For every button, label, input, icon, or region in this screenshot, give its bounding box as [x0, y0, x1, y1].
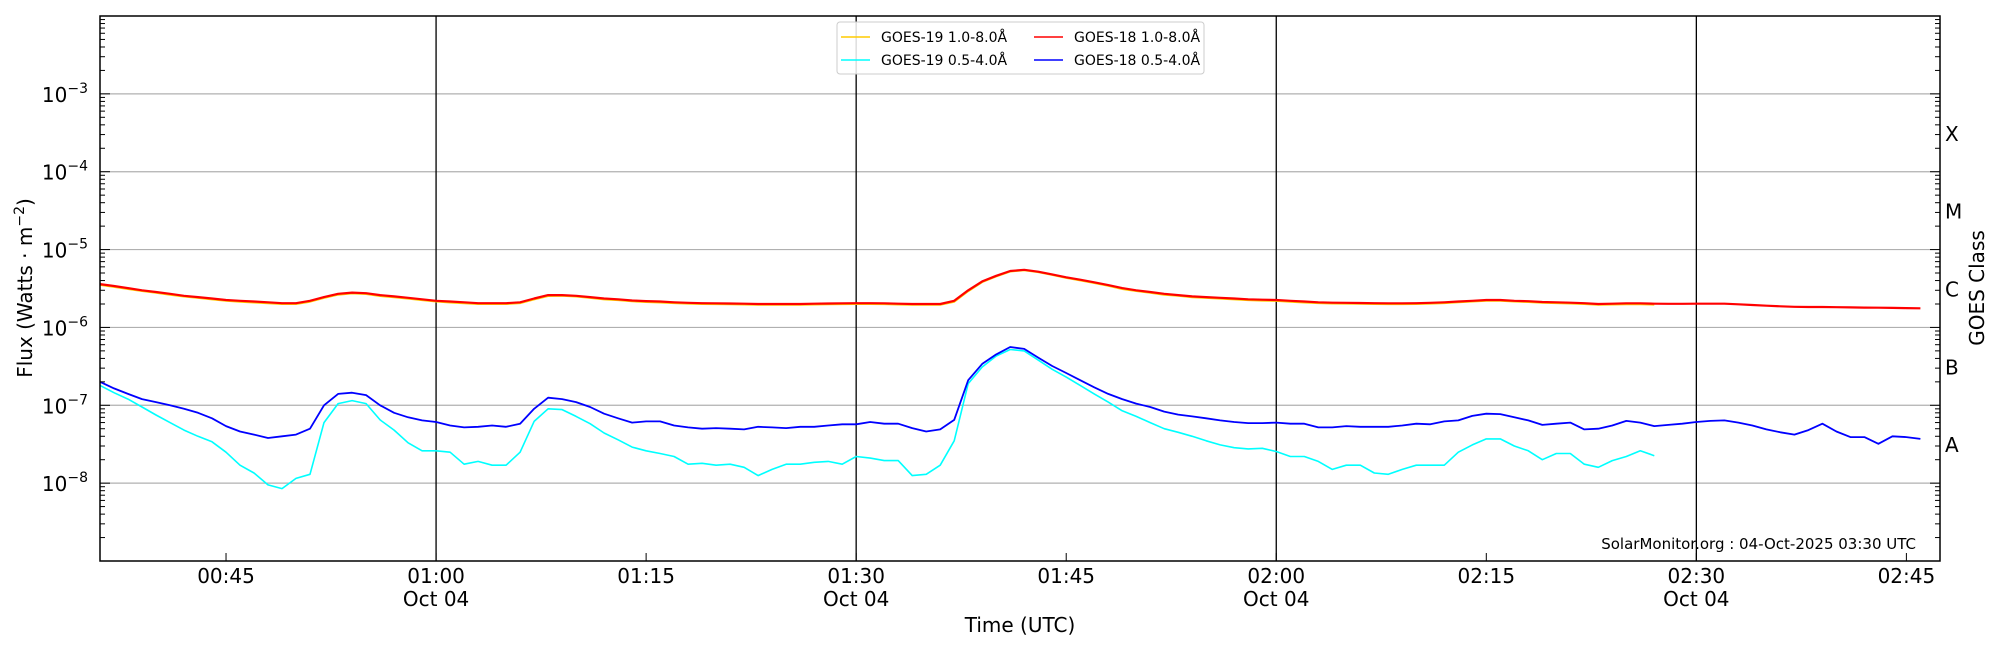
legend-label: GOES-19 0.5-4.0Å: [881, 52, 1007, 69]
axis-ticks: [100, 19, 1940, 562]
y-tick-exp: −5: [67, 237, 88, 253]
x-tick-label: 01:45: [1037, 564, 1095, 588]
y-tick-label: 10−7: [42, 392, 88, 418]
x-tick-label: 01:30: [827, 564, 885, 588]
y-tick-exp: −4: [67, 159, 88, 175]
source-annotation: SolarMonitor.org : 04-Oct-2025 03:30 UTC: [1601, 535, 1916, 553]
legend-label: GOES-19 1.0-8.0Å: [881, 29, 1007, 46]
x-tick-label: 02:45: [1878, 564, 1936, 588]
x-tick-date: Oct 04: [1243, 587, 1309, 611]
half-hour-lines: [435, 16, 1697, 561]
x-tick-date: Oct 04: [403, 587, 469, 611]
goes-class-label: C: [1945, 278, 1959, 302]
y-tick-label: 10−4: [42, 159, 88, 185]
x-tick-label: 02:00: [1247, 564, 1305, 588]
goes-class-label: X: [1945, 122, 1959, 146]
grid-lines: [100, 93, 1940, 484]
x-axis-label: Time (UTC): [964, 613, 1076, 637]
y-tick-base: 10: [42, 83, 67, 107]
series-line-0: [99, 269, 1655, 306]
series-line-1: [99, 268, 1921, 310]
goes-class-label: B: [1945, 355, 1959, 379]
y-tick-exp: −7: [67, 392, 88, 408]
legend-box: [836, 21, 1205, 75]
goes-class-label: M: [1945, 200, 1962, 224]
y-axis-label: Flux (Watts · m−2): [12, 198, 37, 378]
y-tick-exp: −3: [67, 81, 88, 97]
y-tick-exp: −6: [67, 314, 88, 330]
y-tick-base: 10: [42, 161, 67, 185]
right-axis-label: GOES Class: [1965, 230, 1989, 346]
y-tick-labels: 10−310−410−510−610−710−8: [42, 81, 88, 496]
y-tick-base: 10: [42, 394, 67, 418]
y-tick-label: 10−3: [42, 81, 88, 107]
x-tick-date: Oct 04: [1663, 587, 1729, 611]
plot-frame: [99, 15, 1941, 562]
y-tick-label: 10−6: [42, 314, 88, 340]
x-tick-label: 00:45: [197, 564, 255, 588]
legend: GOES-19 1.0-8.0Å GOES-19 0.5-4.0Å GOES-18 …: [836, 21, 1205, 75]
legend-label: GOES-18 0.5-4.0Å: [1074, 52, 1200, 69]
series-line-2: [99, 348, 1655, 490]
y-tick-base: 10: [42, 239, 67, 263]
data-series: [99, 268, 1921, 490]
series-line-3: [99, 346, 1921, 445]
y-tick-exp: −8: [67, 470, 88, 486]
x-tick-date: Oct 04: [823, 587, 889, 611]
x-tick-label: 02:30: [1668, 564, 1726, 588]
y-tick-label: 10−8: [42, 470, 88, 496]
x-tick-label: 02:15: [1457, 564, 1515, 588]
goes-class-labels: X M C B A: [1945, 122, 1962, 457]
x-tick-label: 01:00: [407, 564, 465, 588]
y-tick-base: 10: [42, 316, 67, 340]
y-tick-base: 10: [42, 472, 67, 496]
x-tick-label: 01:15: [617, 564, 675, 588]
y-tick-label: 10−5: [42, 237, 88, 263]
legend-label: GOES-18 1.0-8.0Å: [1074, 29, 1200, 46]
goes-class-label: A: [1945, 433, 1959, 457]
